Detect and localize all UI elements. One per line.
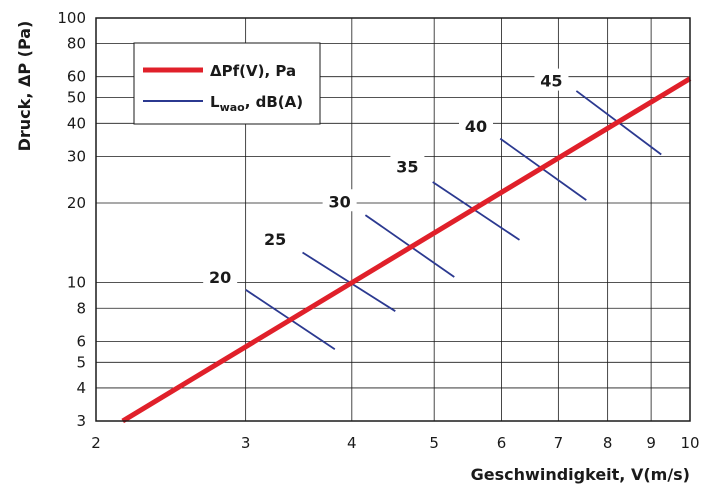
y-tick-label: 100 — [57, 9, 86, 27]
sound-level-label-bg — [203, 265, 238, 288]
x-tick-label: 7 — [554, 434, 564, 452]
x-tick-label: 2 — [91, 434, 101, 452]
sound-level-label: 40 — [465, 117, 487, 136]
y-tick-label: 6 — [76, 332, 86, 350]
sound-level-label-bg — [258, 227, 293, 250]
legend-label-sound-rest: , dB(A) — [245, 93, 303, 111]
y-axis-title: Druck, ΔP (Pa) — [15, 21, 34, 152]
x-tick-label: 3 — [241, 434, 251, 452]
legend-label-pressure: ΔPf(V), Pa — [210, 62, 296, 80]
legend-label-sound-sub: wao — [220, 101, 246, 114]
legend-box — [133, 42, 321, 125]
sound-level-label: 30 — [328, 192, 350, 211]
sound-level-label: 20 — [209, 268, 231, 287]
sound-level-label-bg — [390, 154, 425, 177]
sound-level-label: 35 — [396, 157, 418, 176]
sound-level-label-bg — [459, 114, 494, 137]
y-tick-label: 3 — [76, 412, 86, 430]
legend-label-sound-main: L — [210, 93, 220, 111]
x-tick-label: 9 — [646, 434, 656, 452]
plot-frame — [95, 17, 691, 422]
y-tick-label: 10 — [67, 274, 86, 292]
sound-level-label: 25 — [264, 230, 286, 249]
x-axis-title: Geschwindigkeit, V(m/s) — [471, 465, 690, 484]
y-tick-label: 60 — [67, 68, 86, 86]
y-tick-label: 4 — [76, 379, 86, 397]
x-tick-label: 5 — [429, 434, 439, 452]
y-tick-label: 50 — [67, 89, 86, 107]
legend: ΔPf(V), Pa Lwao, dB(A) — [133, 42, 321, 125]
pressure-curve — [121, 76, 692, 424]
sound-level-line — [432, 181, 520, 241]
x-tick-label: 8 — [603, 434, 613, 452]
pressure-series — [121, 76, 692, 424]
y-tick-label: 5 — [76, 353, 86, 371]
sound-level-label-bg — [322, 189, 357, 212]
y-tick-label: 30 — [67, 147, 86, 165]
y-tick-label: 20 — [67, 194, 86, 212]
y-tick-label: 40 — [67, 114, 86, 132]
legend-label-sound: Lwao, dB(A) — [210, 93, 303, 114]
y-tick-label: 8 — [76, 299, 86, 317]
x-tick-label: 10 — [680, 434, 699, 452]
y-tick-label: 80 — [67, 35, 86, 53]
sound-level-label-bg — [534, 68, 569, 91]
sound-level-label: 45 — [540, 72, 562, 91]
x-tick-label: 4 — [347, 434, 357, 452]
x-tick-label: 6 — [497, 434, 507, 452]
